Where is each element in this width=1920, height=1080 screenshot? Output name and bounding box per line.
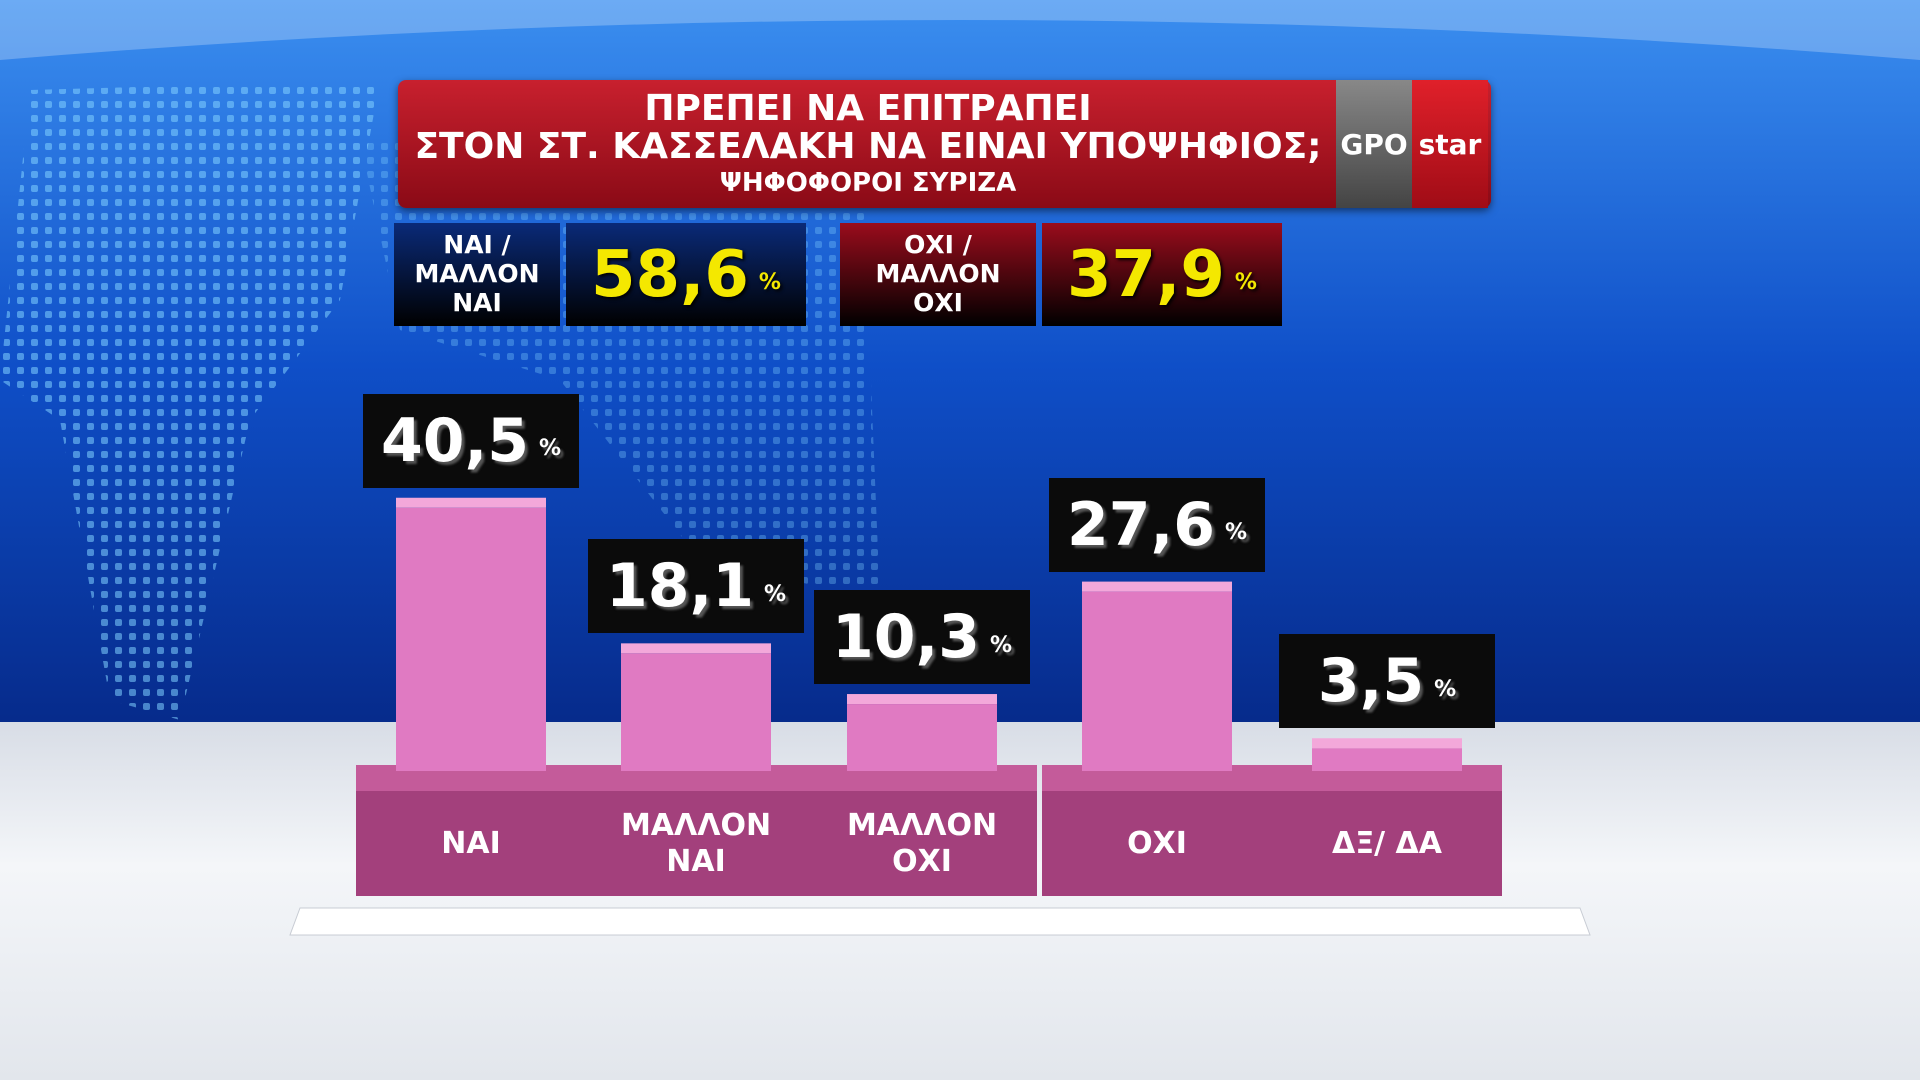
- summary-number: 37,9: [1067, 237, 1225, 312]
- x-tick-label: ΔΞ/ ΔΑ: [1331, 825, 1442, 861]
- bar-top: [847, 694, 997, 705]
- unit: %: [764, 581, 787, 607]
- summary-number: 58,6: [591, 237, 749, 312]
- title-banner: ΠΡΕΠΕΙ ΝΑ ΕΠΙΤΡΑΠΕΙ ΣΤΟΝ ΣΤ. ΚΑΣΣΕΛΑΚΗ Ν…: [398, 80, 1491, 208]
- summary-label: ΝΑΙ / ΜΑΛΛΟΝ ΝΑΙ: [394, 223, 560, 326]
- title-line: ΠΡΕΠΕΙ ΝΑ ΕΠΙΤΡΑΠΕΙ: [644, 88, 1092, 129]
- subtitle: ΨΗΦΟΦΟΡΟΙ ΣΥΡΙΖΑ: [719, 168, 1017, 198]
- value-label-box: 27,6%: [1049, 477, 1265, 572]
- bar: [1082, 591, 1232, 771]
- x-tick-label: ΟΧΙ: [1127, 825, 1187, 861]
- unit: %: [1434, 676, 1457, 702]
- bar: [621, 653, 771, 771]
- value-label-box: 40,5%: [363, 393, 579, 488]
- value-label-box: 18,1%: [588, 539, 804, 634]
- value-label-box: 3,5%: [1279, 634, 1495, 729]
- value-label: 18,1: [605, 551, 754, 622]
- x-tick-label: ΜΑΛΛΟΝ ΝΑΙ: [620, 807, 772, 879]
- bar-top: [621, 643, 771, 654]
- unit: %: [539, 436, 562, 462]
- bar: [396, 507, 546, 771]
- x-tick-label: ΝΑΙ: [441, 825, 501, 861]
- title-line: ΣΤΟΝ ΣΤ. ΚΑΣΣΕΛΑΚΗ ΝΑ ΕΙΝΑΙ ΥΠΟΨΗΦΙΟΣ;: [414, 126, 1322, 167]
- bar: [847, 704, 997, 771]
- unit: %: [990, 632, 1013, 658]
- category-base: [807, 791, 1037, 896]
- bar: [1312, 748, 1462, 771]
- category-base: [581, 791, 811, 896]
- unit: %: [1234, 270, 1257, 295]
- arc: [0, 0, 1920, 60]
- logo: star: [1412, 80, 1488, 208]
- logo: GPO: [1336, 80, 1412, 208]
- value-label: 27,6: [1066, 489, 1215, 560]
- platform: [289, 907, 1591, 936]
- category-base: [1042, 791, 1272, 896]
- bar-top: [1312, 738, 1462, 749]
- value-label: 3,5: [1317, 646, 1425, 717]
- value-label-box: 10,3%: [814, 590, 1030, 685]
- bar-top: [1082, 581, 1232, 592]
- unit: %: [758, 270, 781, 295]
- map-dots: [0, 80, 380, 720]
- x-tick-label: ΜΑΛΛΟΝ ΟΧΙ: [846, 807, 998, 879]
- summary-label: ΟΧΙ / ΜΑΛΛΟΝ ΟΧΙ: [840, 223, 1036, 326]
- category-base: [1272, 791, 1502, 896]
- summary-value: 58,6%: [566, 223, 806, 326]
- summary-value: 37,9%: [1042, 223, 1282, 326]
- value-label: 10,3: [831, 602, 980, 673]
- value-label: 40,5: [380, 405, 529, 476]
- bar-top: [396, 497, 546, 508]
- unit: %: [1225, 520, 1248, 546]
- category-base: [356, 791, 586, 896]
